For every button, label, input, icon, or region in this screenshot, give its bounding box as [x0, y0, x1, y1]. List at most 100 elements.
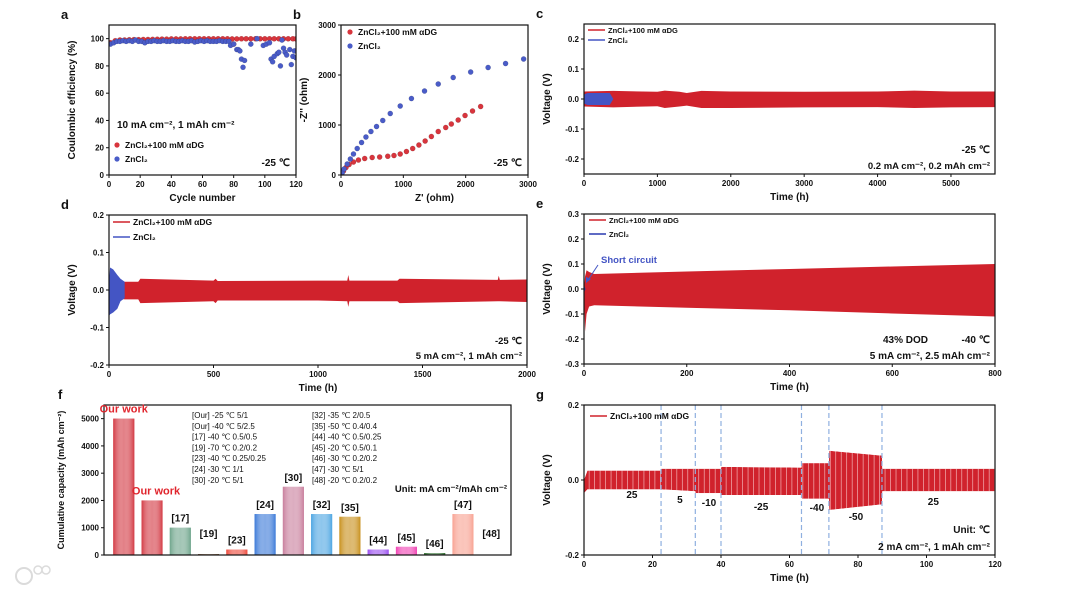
reference-entry: [44] -40 ℃ 0.5/0.25: [312, 433, 382, 442]
x-tick-label: 2000: [518, 370, 536, 379]
data-point-red: [262, 35, 268, 42]
y-axis-label: -Z'' (ohm): [299, 78, 310, 123]
annotation: Unit: ℃: [953, 525, 990, 536]
temperature-label: 25: [626, 490, 638, 501]
panel-letter: g: [536, 387, 544, 402]
x-tick-label: 2000: [722, 179, 740, 188]
data-point-blue: [254, 35, 260, 42]
x-tick-label: 0: [582, 369, 587, 378]
y-tick-label: -0.3: [565, 360, 579, 369]
data-point-red: [435, 128, 442, 135]
data-point-blue: [354, 145, 361, 152]
y-tick-label: -0.1: [565, 310, 579, 319]
legend-label: ZnCl₂+100 mM αDG: [608, 26, 678, 35]
data-point-blue: [502, 60, 509, 67]
reference-entry: [24] -30 ℃ 1/1: [192, 465, 244, 474]
data-point-blue: [379, 117, 386, 124]
bar-highlight: [424, 553, 446, 555]
data-point-blue: [435, 81, 442, 87]
bar-label: [32]: [313, 500, 331, 511]
x-tick-label: 0: [339, 180, 344, 189]
annotation: 43% DOD: [883, 335, 928, 346]
legend-label: ZnCl₂: [133, 232, 156, 242]
y-tick-label: -0.2: [90, 361, 104, 370]
panel-g: [581, 404, 996, 558]
data-point-blue: [286, 46, 293, 53]
legend-label: ZnCl₂+100 mM αDG: [125, 140, 205, 150]
bar-label: [17]: [171, 514, 189, 525]
data-point-red: [397, 151, 404, 157]
reference-entry: [32] -35 ℃ 2/0.5: [312, 411, 371, 420]
mask: [584, 489, 995, 555]
plot-frame: [103, 404, 512, 556]
bar-label: [30]: [284, 473, 302, 484]
data-point-blue: [485, 64, 491, 71]
reference-entry: [19] -70 ℃ 0.2/0.2: [192, 443, 258, 452]
voltage-profile-series-1: [117, 275, 527, 307]
y-tick-label: 100: [91, 35, 105, 44]
data-point-blue: [368, 128, 374, 135]
x-tick-label: 0: [582, 560, 587, 569]
voltage-profile-series-1: [584, 450, 995, 510]
data-point-red: [409, 145, 416, 152]
bar-highlight: [339, 516, 361, 555]
x-tick-label: 80: [854, 560, 863, 569]
bar-label: [47]: [454, 500, 472, 511]
reference-entry: [Our] -40 ℃ 5/2.5: [192, 422, 255, 431]
data-point-red: [448, 121, 455, 127]
bar-label: [44]: [369, 536, 387, 547]
x-tick-label: 100: [258, 180, 272, 189]
voltage-profile-series-1: [584, 264, 995, 332]
panel-a: [106, 24, 297, 178]
annotation: 10 mA cm⁻², 1 mAh cm⁻²: [117, 120, 235, 131]
legend-label: ZnCl₂+100 mM αDG: [609, 216, 679, 225]
data-point-red: [391, 152, 397, 159]
x-tick-label: 3000: [795, 179, 813, 188]
panel-c: [581, 23, 996, 177]
annotation: 2 mA cm⁻², 1 mAh cm⁻²: [878, 542, 991, 553]
bar-highlight: [226, 549, 248, 555]
y-tick-label: -0.2: [565, 335, 579, 344]
data-point-blue: [241, 57, 248, 64]
x-axis-label: Cycle number: [169, 193, 235, 204]
y-tick-label: -0.1: [565, 125, 579, 134]
x-tick-label: 120: [988, 560, 1002, 569]
data-point-blue: [520, 56, 527, 62]
data-point-blue: [347, 156, 354, 162]
data-point-blue: [276, 49, 282, 56]
data-point-blue: [248, 41, 254, 47]
y-tick-label: 0.2: [568, 401, 580, 410]
y-tick-label: 60: [95, 89, 104, 98]
y-tick-label: 0.0: [93, 286, 105, 295]
x-tick-label: 20: [648, 560, 657, 569]
panel-e: [581, 213, 996, 367]
data-point-red: [455, 117, 461, 123]
data-point-blue: [350, 151, 357, 157]
annotation: 0.2 mA cm⁻², 0.2 mAh cm⁻²: [868, 161, 990, 172]
bar-label: [35]: [341, 503, 359, 514]
legend-marker: [347, 43, 353, 49]
reference-entry: [17] -40 ℃ 0.5/0.5: [192, 433, 258, 442]
legend-label: ZnCl₂: [358, 41, 381, 51]
annotation: 5 mA cm⁻², 2.5 mAh cm⁻²: [870, 351, 991, 362]
panel-letter: a: [61, 7, 69, 22]
annotation: -25 ℃: [495, 336, 522, 347]
data-point-red: [238, 35, 245, 42]
y-tick-label: 0: [100, 171, 105, 180]
x-tick-label: 1000: [648, 179, 666, 188]
y-tick-label: 20: [95, 144, 104, 153]
data-point-blue: [387, 110, 394, 117]
data-point-red: [422, 138, 428, 144]
data-point-red: [361, 155, 368, 162]
y-tick-label: 2000: [81, 496, 99, 505]
legend-label: ZnCl₂: [609, 230, 629, 239]
data-point-blue: [291, 48, 296, 54]
plot-area: [113, 418, 474, 555]
y-tick-label: 0.2: [568, 235, 580, 244]
annotation: 5 mA cm⁻², 1 mAh cm⁻²: [416, 351, 522, 362]
y-tick-label: 0.0: [568, 95, 580, 104]
y-axis-label: Voltage (V): [67, 264, 78, 315]
arrow-head-icon: [586, 277, 591, 283]
data-point-red: [376, 154, 383, 160]
